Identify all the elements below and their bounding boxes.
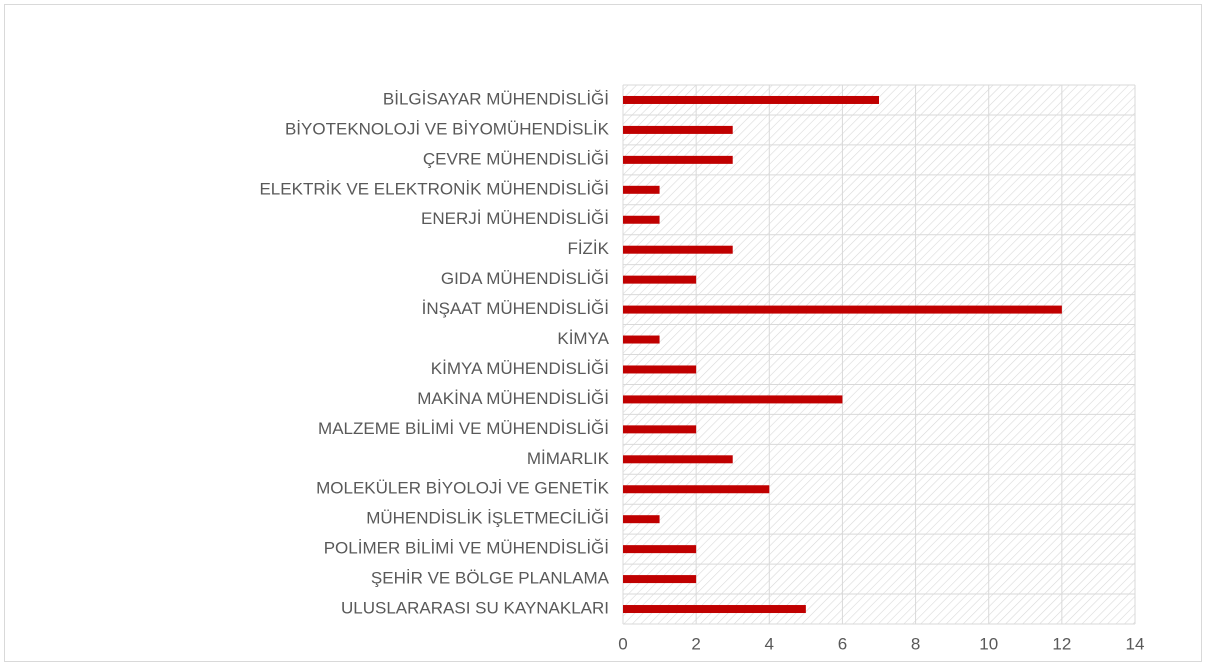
y-tick-label: ULUSLARARASI SU KAYNAKLARI — [341, 599, 609, 618]
y-tick-label: İNŞAAT MÜHENDİSLİĞİ — [422, 299, 609, 318]
bar — [623, 275, 697, 284]
y-tick-label: ELEKTRİK VE ELEKTRONİK MÜHENDİSLİĞİ — [259, 179, 609, 198]
x-tick-label: 14 — [1126, 634, 1145, 653]
bar — [623, 185, 660, 194]
x-tick-label: 10 — [979, 634, 998, 653]
bar — [623, 605, 806, 614]
y-tick-label: BİLGİSAYAR MÜHENDİSLİĞİ — [383, 89, 609, 108]
bar — [623, 425, 697, 434]
y-tick-label: FİZİK — [567, 239, 609, 258]
x-tick-label: 0 — [618, 634, 627, 653]
y-tick-label: MÜHENDİSLİK İŞLETMECİLİĞİ — [366, 509, 609, 528]
y-tick-label: GIDA MÜHENDİSLİĞİ — [441, 269, 609, 288]
y-tick-label: MİMARLIK — [527, 449, 610, 468]
y-tick-label: MALZEME BİLİMİ VE MÜHENDİSLİĞİ — [318, 419, 609, 438]
bar — [623, 125, 733, 134]
y-tick-label: POLİMER BİLİMİ VE MÜHENDİSLİĞİ — [324, 539, 609, 558]
y-tick-label: ŞEHİR VE BÖLGE PLANLAMA — [371, 569, 610, 588]
y-tick-label: ENERJİ MÜHENDİSLİĞİ — [421, 209, 609, 228]
bar — [623, 545, 697, 554]
bar — [623, 305, 1062, 314]
bar — [623, 395, 843, 404]
x-tick-label: 2 — [691, 634, 700, 653]
bar — [623, 575, 697, 584]
bar — [623, 515, 660, 524]
y-tick-label: MOLEKÜLER BİYOLOJİ VE GENETİK — [316, 479, 610, 498]
x-tick-label: 6 — [838, 634, 847, 653]
y-tick-label: BİYOTEKNOLOJİ VE BİYOMÜHENDİSLİK — [285, 119, 610, 138]
x-tick-label: 8 — [911, 634, 920, 653]
bar — [623, 455, 733, 464]
bar — [623, 155, 733, 164]
bar — [623, 485, 770, 494]
y-tick-label: MAKİNA MÜHENDİSLİĞİ — [417, 389, 609, 408]
bar — [623, 365, 697, 374]
bar — [623, 245, 733, 254]
x-tick-label: 4 — [765, 634, 774, 653]
y-tick-label: ÇEVRE MÜHENDİSLİĞİ — [423, 149, 609, 168]
y-tick-label: KİMYA — [557, 329, 609, 348]
bar — [623, 215, 660, 224]
bar — [623, 95, 879, 104]
bar — [623, 335, 660, 344]
x-tick-label: 12 — [1052, 634, 1071, 653]
y-tick-label: KİMYA MÜHENDİSLİĞİ — [431, 359, 609, 378]
